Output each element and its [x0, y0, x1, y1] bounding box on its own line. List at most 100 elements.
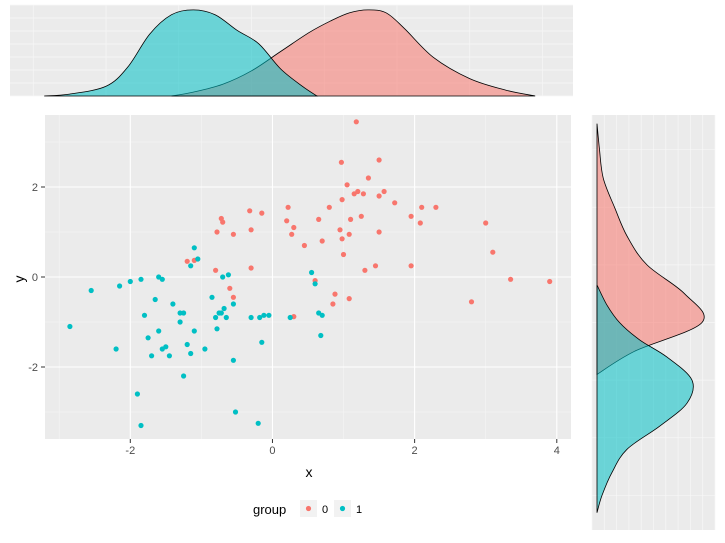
- scatter-point-group-1: [287, 314, 293, 321]
- scatter-point-group-0: [483, 220, 489, 226]
- scatter-point-group-1: [214, 326, 220, 332]
- scatter-point-group-0: [392, 200, 398, 206]
- scatter-point-group-1: [202, 346, 208, 352]
- scatter-point-group-0: [381, 188, 387, 195]
- scatter-point-group-1: [220, 274, 226, 280]
- scatter-point-group-1: [191, 245, 197, 251]
- scatter-point-group-0: [344, 182, 350, 188]
- y-tick-label: 0: [32, 272, 38, 284]
- scatter-point-group-0: [376, 229, 382, 235]
- scatter-point-group-0: [340, 251, 347, 258]
- scatter-point-group-1: [88, 287, 94, 294]
- scatter-point-group-0: [490, 249, 496, 255]
- scatter-point-group-1: [117, 283, 123, 289]
- scatter-point-group-0: [408, 213, 414, 219]
- scatter-point-group-1: [312, 281, 318, 287]
- scatter-point-group-1: [156, 328, 162, 334]
- scatter-point-group-0: [247, 208, 253, 214]
- scatter-point-group-0: [468, 299, 475, 305]
- scatter-point-group-0: [372, 263, 379, 269]
- scatter-point-group-1: [266, 312, 272, 318]
- legend-key-0: [305, 505, 312, 512]
- scatter-point-group-1: [141, 312, 148, 318]
- scatter-point-group-0: [214, 229, 220, 235]
- x-tick-label: 0: [269, 445, 275, 457]
- x-tick-label: 4: [554, 445, 560, 457]
- legend: group 0 1: [253, 500, 362, 517]
- scatter-point-group-0: [433, 204, 439, 210]
- scatter-point-group-0: [337, 227, 343, 233]
- scatter-point-group-0: [316, 216, 322, 222]
- x-tick-label: 2: [412, 445, 418, 457]
- scatter-point-group-0: [355, 188, 361, 195]
- scatter-point-group-1: [195, 256, 201, 262]
- legend-title: group: [253, 502, 286, 517]
- scatter-point-group-1: [318, 332, 324, 339]
- scatter-point-group-1: [188, 350, 194, 357]
- scatter-point-group-0: [284, 218, 290, 224]
- scatter-point-group-1: [257, 314, 263, 321]
- y-tick-label: -2: [28, 362, 38, 374]
- x-axis-title: x: [306, 464, 313, 480]
- scatter-point-group-1: [138, 422, 144, 429]
- scatter-point-group-1: [145, 335, 151, 341]
- legend-key-1: [339, 505, 346, 512]
- scatter-point-group-0: [360, 191, 366, 197]
- scatter-point-group-1: [163, 344, 169, 350]
- scatter-point-group-0: [376, 157, 382, 163]
- scatter-point-group-1: [166, 353, 172, 359]
- scatter-point-group-1: [134, 391, 140, 397]
- scatter-point-group-1: [181, 310, 187, 316]
- scatter-point-group-0: [227, 285, 233, 291]
- scatter-point-group-1: [309, 269, 315, 276]
- scatter-point-group-0: [213, 267, 219, 273]
- scatter-point-group-0: [419, 204, 425, 210]
- scatter-point-group-1: [213, 314, 219, 321]
- top-marginal-density-panel: [10, 4, 573, 97]
- scatter-point-group-0: [301, 242, 307, 249]
- scatter-point-group-0: [330, 301, 336, 307]
- scatter-point-group-1: [225, 272, 231, 278]
- scatter-point-group-1: [255, 420, 261, 426]
- scatter-point-group-0: [358, 213, 364, 219]
- scatter-point-group-0: [319, 238, 325, 244]
- scatter-point-group-1: [181, 373, 187, 379]
- scatter-point-group-1: [232, 409, 239, 415]
- scatter-point-group-1: [138, 276, 144, 282]
- x-tick-label: -2: [125, 445, 135, 457]
- scatter-point-group-1: [223, 314, 229, 321]
- scatter-point-group-0: [353, 119, 359, 125]
- scatter-point-group-0: [332, 291, 338, 297]
- right-marginal-density-panel: [591, 115, 716, 530]
- scatter-point-group-1: [113, 346, 119, 352]
- y-tick-label: 2: [32, 182, 38, 194]
- scatter-point-group-0: [417, 220, 423, 226]
- scatter-point-group-0: [184, 258, 190, 264]
- right-density-group-1: [596, 284, 694, 513]
- scatter-point-group-1: [67, 323, 73, 330]
- scatter-point-group-1: [261, 312, 267, 318]
- scatter-point-group-1: [177, 319, 183, 325]
- scatter-point-group-1: [152, 296, 158, 303]
- scatter-point-group-0: [338, 159, 344, 165]
- scatter-point-group-0: [326, 204, 332, 210]
- main-scatter-panel: -2 0 2 4 -2 0 2: [28, 115, 571, 457]
- scatter-point-group-1: [248, 314, 254, 321]
- scatter-point-group-0: [408, 263, 414, 269]
- scatter-point-group-1: [184, 341, 190, 348]
- scatter-point-group-0: [230, 294, 236, 300]
- scatter-point-group-0: [508, 276, 514, 282]
- scatter-point-group-0: [362, 267, 368, 273]
- scatter-point-group-1: [159, 276, 165, 282]
- scatter-point-group-0: [365, 175, 371, 181]
- scatter-point-group-0: [339, 236, 345, 242]
- scatter-point-group-0: [289, 231, 295, 237]
- scatter-point-group-0: [259, 210, 265, 216]
- scatter-point-group-0: [348, 216, 354, 222]
- scatter-point-group-0: [376, 193, 382, 199]
- scatter-point-group-1: [230, 301, 236, 307]
- scatter-point-group-0: [220, 219, 226, 225]
- scatter-point-group-1: [319, 312, 325, 318]
- top-density-group-1: [44, 9, 319, 97]
